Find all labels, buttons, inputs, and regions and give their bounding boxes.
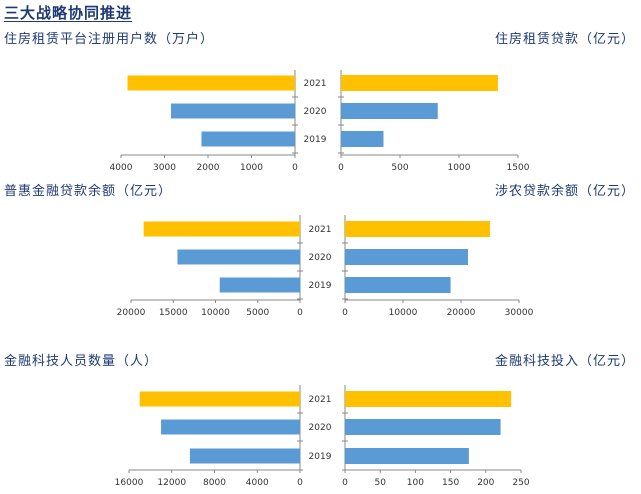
chart-1-bar-2021 — [127, 75, 296, 91]
chart-4-bar-2020 — [345, 249, 468, 265]
chart-1-category-label-2019: 2019 — [304, 135, 327, 145]
chart-4-bar-2021 — [345, 221, 490, 237]
chart-3-tick-label-3: 5000 — [246, 308, 269, 318]
chart-5-tick-label-3: 4000 — [246, 478, 269, 488]
chart-4-tick-label-3: 30000 — [505, 308, 534, 318]
chart-6-bar-2020 — [345, 419, 501, 435]
chart-6-tick-label-0: 0 — [342, 478, 348, 488]
chart-3-tick-label-0: 20000 — [117, 308, 146, 318]
chart-4-tick-label-2: 20000 — [447, 308, 476, 318]
chart-3-bar-2021 — [143, 221, 300, 237]
chart-5-tick-label-4: 0 — [297, 478, 303, 488]
chart-6-tick-label-5: 250 — [512, 478, 529, 488]
chart-5-bar-2020 — [161, 419, 300, 435]
chart-6-tick-label-1: 50 — [374, 478, 386, 488]
chart-title-rental-users: 住房租赁平台注册用户数（万户） — [4, 32, 215, 47]
chart-1-tick-label-3: 1000 — [240, 163, 263, 173]
chart-5-category-label-2019: 2019 — [309, 452, 332, 462]
chart-4-tick-label-0: 0 — [342, 308, 348, 318]
chart-3-tick-label-4: 0 — [297, 308, 303, 318]
chart-2-tick-label-0: 0 — [338, 163, 344, 173]
chart-title-fintech-staff: 金融科技人员数量（人） — [4, 354, 159, 369]
chart-6-tick-label-3: 150 — [442, 478, 459, 488]
chart-4-tick-label-1: 10000 — [389, 308, 418, 318]
chart-5-tick-label-2: 8000 — [203, 478, 226, 488]
chart-2-bar-2021 — [341, 75, 498, 91]
chart-2-bar-2019 — [341, 131, 384, 147]
chart-1-tick-label-4: 0 — [292, 163, 298, 173]
chart-title-inclusive-loans: 普惠金融贷款余额（亿元） — [4, 184, 173, 199]
chart-5-tick-label-1: 12000 — [157, 478, 186, 488]
chart-6-bar-2019 — [345, 448, 469, 464]
chart-6-tick-label-2: 100 — [407, 478, 424, 488]
chart-3-category-label-2021: 2021 — [309, 225, 332, 235]
chart-1-bar-2019 — [201, 131, 295, 147]
chart-3-category-label-2019: 2019 — [309, 281, 332, 291]
chart-6-bar-2021 — [345, 391, 512, 407]
chart-1-category-label-2020: 2020 — [304, 107, 327, 117]
chart-5-tick-label-0: 16000 — [115, 478, 144, 488]
chart-1-tick-label-1: 3000 — [153, 163, 176, 173]
chart-4-bar-2019 — [345, 277, 451, 293]
chart-title-rental-loans: 住房租赁贷款（亿元） — [494, 32, 635, 47]
chart-5-bar-2019 — [189, 448, 300, 464]
chart-5-bar-2021 — [139, 391, 300, 407]
chart-3-category-label-2020: 2020 — [309, 253, 332, 263]
chart-2-tick-label-1: 500 — [391, 163, 408, 173]
chart-2-bar-2020 — [341, 103, 438, 119]
chart-6-tick-label-4: 200 — [477, 478, 494, 488]
chart-1-tick-label-0: 4000 — [110, 163, 133, 173]
chart-2-tick-label-3: 1500 — [507, 163, 530, 173]
chart-1-category-label-2021: 2021 — [304, 79, 327, 89]
chart-title-fintech-investment: 金融科技投入（亿元） — [494, 354, 635, 369]
chart-1-tick-label-2: 2000 — [197, 163, 220, 173]
page-title: 三大战略协同推进 — [4, 4, 133, 22]
chart-3-bar-2020 — [177, 249, 300, 265]
chart-3-tick-label-2: 10000 — [201, 308, 230, 318]
chart-3-bar-2019 — [219, 277, 300, 293]
chart-1-bar-2020 — [171, 103, 295, 119]
chart-title-agri-loans: 涉农贷款余额（亿元） — [494, 184, 635, 199]
chart-5-category-label-2021: 2021 — [309, 395, 332, 405]
chart-5-category-label-2020: 2020 — [309, 423, 332, 433]
chart-2-tick-label-2: 1000 — [448, 163, 471, 173]
chart-3-tick-label-1: 15000 — [159, 308, 188, 318]
